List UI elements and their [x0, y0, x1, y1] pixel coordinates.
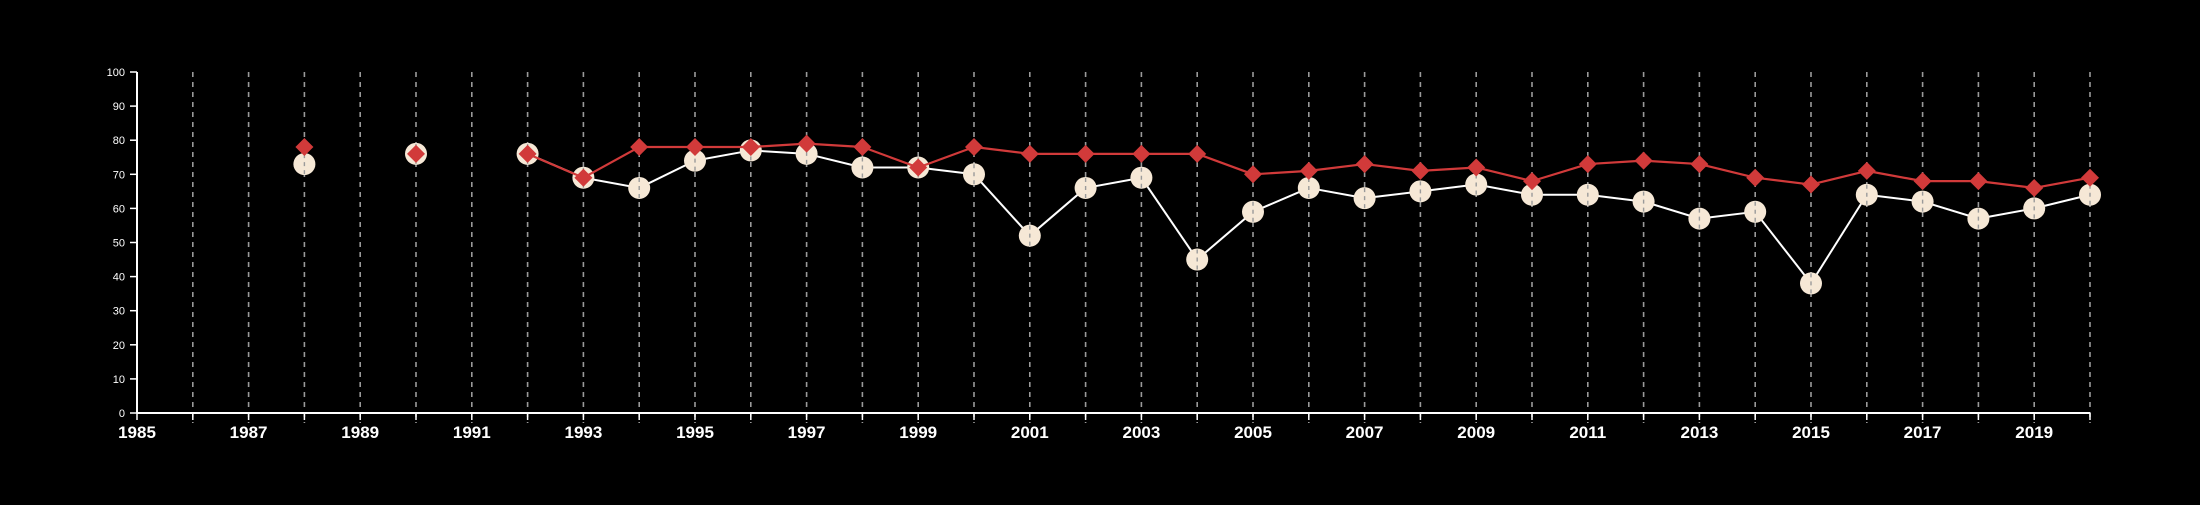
data-point — [965, 138, 983, 157]
x-tick-label: 2007 — [1346, 423, 1384, 442]
series-line-segment — [973, 173, 1031, 237]
data-point — [1634, 151, 1653, 170]
x-tick-label: 2005 — [1234, 423, 1272, 442]
x-tick-label: 2009 — [1457, 423, 1495, 442]
series-line-segment — [1029, 187, 1087, 237]
series-line-segment — [1755, 176, 1812, 186]
tick-labels: 0 10 20 30 40 50 60 70 80 90 100 1985 1987 1989 1991 19… — [107, 67, 2053, 442]
series-group — [293, 134, 2101, 295]
data-point — [295, 138, 314, 157]
data-point — [1188, 144, 1207, 163]
series-line-segment — [1866, 169, 1923, 183]
series-line-segment — [806, 142, 863, 149]
data-point — [518, 144, 537, 163]
data-point — [909, 158, 928, 177]
x-tick-label: 1987 — [230, 423, 268, 442]
grid-lines — [192, 72, 2091, 423]
series-line-segment — [1699, 163, 1756, 179]
series-line-segment — [973, 145, 1030, 155]
x-tick-label: 1995 — [676, 423, 714, 442]
data-point — [1746, 168, 1765, 187]
y-tick-label: 10 — [113, 374, 125, 386]
series-line-segment — [917, 145, 975, 169]
y-tick-label: 60 — [113, 203, 125, 215]
series-line-segment — [1810, 169, 1868, 186]
data-point — [1969, 172, 1988, 191]
data-point — [2025, 178, 2044, 197]
series-line-segment — [1196, 152, 1254, 176]
data-point — [574, 168, 593, 187]
data-point — [1523, 172, 1541, 191]
series-line-segment — [1531, 163, 1589, 183]
x-tick-label: 1989 — [341, 423, 379, 442]
x-tick-label: 2011 — [1569, 423, 1606, 442]
data-point — [1857, 161, 1876, 180]
series-line-segment — [750, 142, 807, 149]
y-tick-label: 80 — [113, 135, 125, 147]
y-tick-label: 0 — [119, 408, 125, 420]
y-tick-label: 90 — [113, 101, 125, 113]
x-tick-label: 2013 — [1680, 423, 1718, 442]
series-line-segment — [1587, 159, 1644, 166]
series-line-segment — [1252, 169, 1309, 176]
x-tick-label: 2001 — [1011, 423, 1049, 442]
x-tick-label: 1997 — [788, 423, 826, 442]
series-line-segment — [1475, 166, 1533, 183]
series-line-segment — [582, 146, 640, 179]
data-point — [1913, 172, 1932, 191]
y-tick-label: 30 — [113, 306, 125, 318]
data-point — [1411, 161, 1430, 180]
y-tick-label: 50 — [113, 238, 125, 250]
data-point — [1132, 144, 1151, 163]
series-line-segment — [2034, 176, 2091, 190]
data-point — [741, 138, 760, 157]
x-tick-label: 1991 — [453, 423, 491, 442]
data-point — [1076, 144, 1095, 163]
y-tick-label: 20 — [113, 340, 125, 352]
y-tick-label: 70 — [113, 169, 125, 181]
series-line-segment — [1810, 194, 1868, 284]
x-tick-label: 1999 — [899, 423, 937, 442]
data-point — [686, 138, 704, 157]
series-1 — [293, 139, 2101, 295]
y-tick-label: 40 — [113, 272, 125, 284]
x-tick-label: 1985 — [118, 423, 156, 442]
axes — [130, 71, 2091, 420]
series-line-segment — [1308, 162, 1365, 172]
data-point — [797, 134, 816, 153]
series-line-segment — [1364, 162, 1421, 172]
series-2 — [295, 134, 2099, 197]
data-point — [1802, 175, 1820, 194]
series-line-segment — [1643, 159, 1700, 166]
series-line-segment — [1978, 180, 2035, 190]
x-tick-label: 2017 — [1904, 423, 1942, 442]
x-tick-label: 1993 — [564, 423, 602, 442]
series-line-segment — [862, 145, 919, 169]
x-tick-label: 2019 — [2015, 423, 2053, 442]
data-point — [2081, 168, 2099, 187]
data-point — [1690, 155, 1709, 174]
x-tick-label: 2015 — [1792, 423, 1830, 442]
data-point — [1467, 158, 1486, 177]
series-line-segment — [1140, 177, 1199, 261]
series-line-segment — [1420, 166, 1477, 172]
data-point — [1578, 155, 1597, 174]
data-point — [630, 138, 649, 157]
series-line-segment — [1754, 211, 1812, 285]
y-tick-label: 100 — [107, 67, 125, 79]
series-line-segment — [1196, 211, 1254, 261]
data-point — [1244, 165, 1262, 184]
series-line-segment — [527, 152, 584, 179]
data-point — [1355, 155, 1374, 174]
data-point — [1299, 161, 1318, 180]
data-point — [407, 144, 425, 163]
x-tick-label: 2003 — [1122, 423, 1160, 442]
data-point — [1020, 144, 1039, 163]
data-point — [853, 138, 872, 157]
